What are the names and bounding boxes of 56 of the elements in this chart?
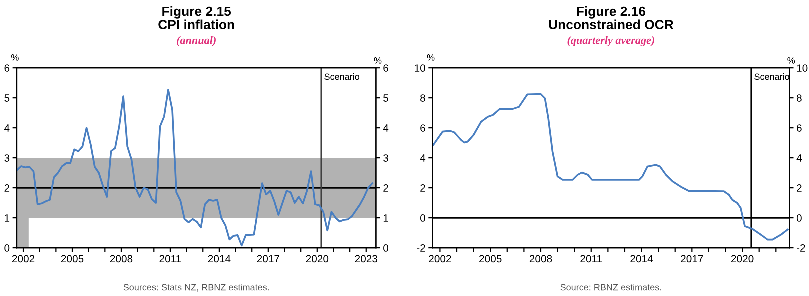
ref-line-label: Scenario: [754, 73, 790, 80]
chart-subtitle: (annual): [177, 36, 216, 46]
x-tick-label: 2005: [480, 255, 502, 263]
y2-tick-label: 6: [384, 64, 388, 72]
chart-title: Figure 2.15 CPI inflation: [158, 6, 234, 30]
y-tick-label: 10: [415, 64, 426, 72]
line-series: [16, 89, 374, 247]
y2-tick-label: 1: [384, 214, 388, 222]
y-tick-label: 4: [420, 154, 426, 162]
y2-tick-label: 4: [796, 154, 802, 162]
x-tick-label: 2023: [355, 255, 378, 263]
y-tick-label: 1: [5, 214, 10, 222]
y-tick-label: 6: [420, 124, 426, 132]
y-tick-label: 8: [420, 94, 426, 102]
y2-tick-label: 2: [384, 184, 388, 192]
x-tick-label: 2014: [630, 255, 654, 263]
x-tick-label: 2020: [306, 255, 329, 263]
x-tick-label: 2020: [731, 255, 754, 263]
y-axis-title: %: [12, 54, 19, 61]
x-tick-label: 2005: [61, 255, 84, 263]
y2-tick-label: 0: [796, 214, 802, 222]
y2-axis-title: %: [788, 58, 796, 64]
y2-tick-label: 8: [796, 94, 802, 102]
y-tick-label: 5: [4, 94, 10, 102]
y-axis-title: %: [427, 54, 435, 61]
x-tick-label: 2014: [208, 255, 231, 263]
y2-tick-label: 2: [797, 184, 802, 192]
y2-axis-title: %: [374, 58, 382, 64]
y-tick-label: 2: [420, 184, 426, 192]
y2-tick-label: 10: [797, 64, 808, 72]
y-tick-label: 3: [4, 154, 10, 162]
chart-title: Figure 2.16 Unconstrained OCR: [549, 6, 674, 30]
y2-tick-label: 4: [383, 124, 389, 132]
y-tick-label: 4: [4, 124, 10, 132]
x-tick-label: 2008: [530, 255, 552, 263]
y-tick-label: 6: [4, 64, 10, 72]
x-tick-label: 2002: [12, 255, 35, 263]
y-tick-label: 2: [4, 184, 10, 192]
y2-tick-label: 5: [384, 94, 388, 102]
y2-tick-label: 3: [384, 154, 388, 162]
x-tick-label: 2011: [580, 255, 602, 263]
x-tick-label: 2017: [681, 255, 704, 263]
x-tick-label: 2008: [110, 255, 133, 263]
ref-line-label: Scenario: [324, 73, 360, 80]
x-tick-label: 2002: [429, 255, 452, 263]
y2-tick-label: 0: [384, 244, 389, 252]
y-tick-label: 0: [4, 244, 10, 252]
source-note: Source: RBNZ estimates.: [560, 284, 662, 291]
y2-tick-label: 6: [797, 124, 802, 132]
y2-tick-label: -2: [796, 244, 806, 252]
y-tick-label: 0: [420, 214, 426, 222]
y-tick-label: -2: [417, 244, 426, 252]
source-note: Sources: Stats NZ, RBNZ estimates.: [124, 284, 270, 292]
x-tick-label: 2017: [257, 255, 280, 263]
chart-subtitle: (quarterly average): [568, 36, 654, 46]
x-tick-label: 2011: [160, 255, 182, 263]
